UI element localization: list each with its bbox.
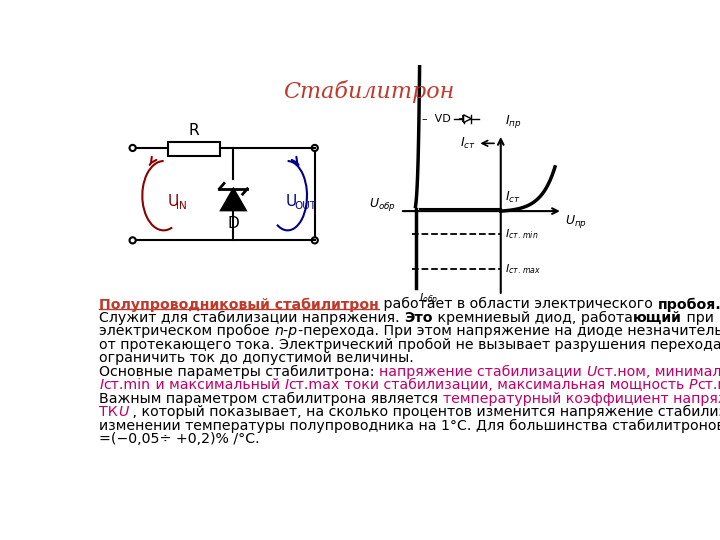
Text: R: R bbox=[189, 123, 199, 138]
Text: I: I bbox=[284, 378, 288, 392]
Text: от протекающего тока. Электрический пробой не вызывает разрушения перехода, если: от протекающего тока. Электрический проб… bbox=[99, 338, 720, 352]
Polygon shape bbox=[464, 115, 472, 123]
Text: =(−0,05÷ +0,2)% /°C.: =(−0,05÷ +0,2)% /°C. bbox=[99, 432, 260, 446]
Text: и максимальный: и максимальный bbox=[150, 378, 284, 392]
Text: Это: Это bbox=[405, 311, 433, 325]
Text: работает в области электрического: работает в области электрического bbox=[379, 298, 657, 312]
Text: токи стабилизации, максимальная мощность: токи стабилизации, максимальная мощность bbox=[340, 378, 688, 392]
Text: n-p: n-p bbox=[274, 325, 297, 338]
Text: кремниевый диод, работа: кремниевый диод, работа bbox=[433, 311, 633, 325]
Text: электрическом пробое: электрическом пробое bbox=[99, 325, 274, 339]
Text: Стабилитрон: Стабилитрон bbox=[284, 80, 454, 103]
Text: ющий: ющий bbox=[633, 311, 682, 325]
Text: U: U bbox=[168, 194, 179, 210]
Text: $I_{ст.\,max}$: $I_{ст.\,max}$ bbox=[505, 262, 541, 276]
Bar bbox=[168, 142, 220, 156]
Text: ст.ном, минимальный: ст.ном, минимальный bbox=[597, 364, 720, 379]
Text: TК: TК bbox=[99, 405, 118, 419]
Text: ст.min: ст.min bbox=[104, 378, 150, 392]
Text: напряжение стабилизации: напряжение стабилизации bbox=[379, 364, 587, 379]
Text: Основные параметры стабилитрона:: Основные параметры стабилитрона: bbox=[99, 364, 379, 379]
Text: изменении температуры полупроводника на 1°C. Для большинства стабилитронов TК: изменении температуры полупроводника на … bbox=[99, 418, 720, 433]
Text: IN: IN bbox=[176, 201, 186, 212]
Text: ст.max: ст.max bbox=[288, 378, 340, 392]
Text: ст.max.: ст.max. bbox=[697, 378, 720, 392]
Text: $I_{ст}$: $I_{ст}$ bbox=[460, 136, 476, 151]
Text: P: P bbox=[688, 378, 697, 392]
Text: , который показывает, на сколько процентов изменится напряжение стабилизации при: , который показывает, на сколько процент… bbox=[128, 405, 720, 419]
Polygon shape bbox=[221, 189, 246, 211]
Text: $U_{пр}$: $U_{пр}$ bbox=[565, 213, 587, 230]
Text: $I_{пр}$: $I_{пр}$ bbox=[505, 113, 521, 130]
Text: Важным параметром стабилитрона является: Важным параметром стабилитрона является bbox=[99, 392, 443, 406]
Text: температурный коэффициент напряжения: температурный коэффициент напряжения bbox=[443, 392, 720, 406]
Text: U: U bbox=[286, 194, 297, 210]
Text: U: U bbox=[118, 405, 128, 419]
Text: -перехода. При этом напряжение на диоде незначительно зависит: -перехода. При этом напряжение на диоде … bbox=[297, 325, 720, 338]
Text: ограничить ток до допустимой величины.: ограничить ток до допустимой величины. bbox=[99, 351, 414, 365]
Text: $I_{обр}$: $I_{обр}$ bbox=[419, 292, 438, 308]
Text: I: I bbox=[99, 378, 104, 392]
Text: $U_{обр}$: $U_{обр}$ bbox=[369, 197, 396, 213]
Text: –  VD  +: – VD + bbox=[423, 114, 467, 124]
Text: Полупроводниковый стабилитрон: Полупроводниковый стабилитрон bbox=[99, 298, 379, 312]
Text: U: U bbox=[587, 364, 597, 379]
Text: пробоя.: пробоя. bbox=[657, 298, 720, 312]
Text: OUT: OUT bbox=[294, 201, 317, 212]
Text: Служит для стабилизации напряжения.: Служит для стабилизации напряжения. bbox=[99, 311, 405, 325]
Text: D: D bbox=[228, 217, 239, 232]
Text: при: при bbox=[682, 311, 714, 325]
Text: $I_{ст.\,min}$: $I_{ст.\,min}$ bbox=[505, 227, 538, 241]
Text: $I_{ст}$: $I_{ст}$ bbox=[505, 190, 521, 205]
